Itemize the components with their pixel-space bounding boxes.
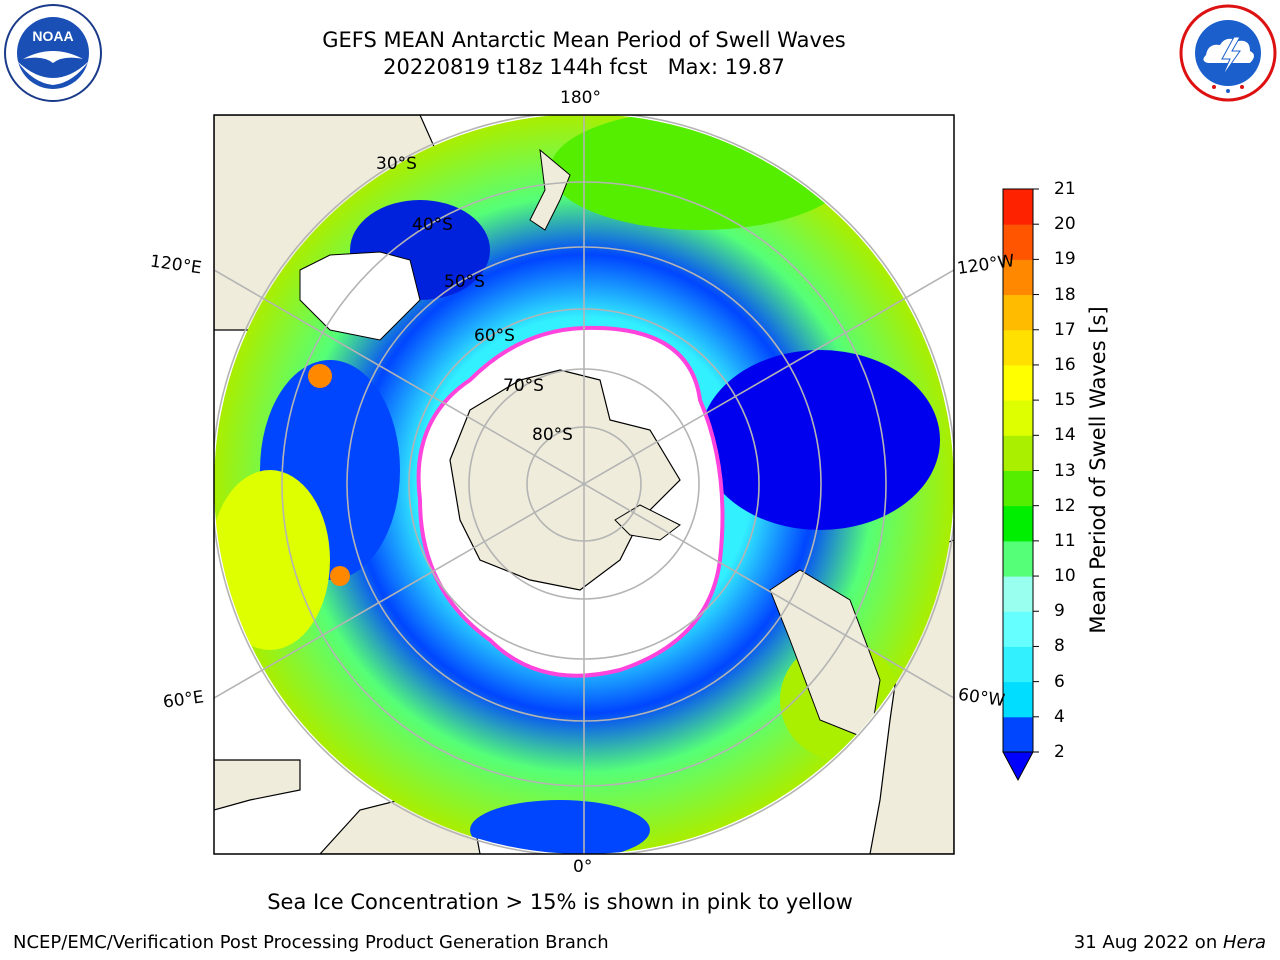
meridian-60e-120w	[214, 269, 954, 699]
colorbar-tick-label: 14	[1054, 425, 1076, 446]
credit-text: NCEP/EMC/Verification Post Processing Pr…	[13, 932, 609, 953]
colorbar-tick-label: 18	[1054, 284, 1076, 305]
colorbar-segment	[1003, 646, 1033, 683]
map-frame	[213, 114, 955, 855]
colorbar-tick-label: 19	[1054, 249, 1076, 270]
noaa-logo-text: NOAA	[32, 28, 73, 44]
colorbar-tick-label: 17	[1054, 319, 1076, 340]
colorbar-tick-label: 6	[1054, 671, 1065, 692]
blue-region	[470, 800, 650, 854]
lat-label-70s: 70°S	[503, 376, 544, 396]
colorbar-tick-label: 13	[1054, 460, 1076, 481]
new-zealand-land	[529, 148, 571, 231]
australia-interior	[299, 251, 421, 341]
colorbar-segment	[1003, 224, 1033, 260]
lat-label-50s: 50°S	[444, 272, 485, 292]
africa-land	[214, 759, 301, 811]
nws-logo	[1179, 4, 1277, 102]
sea-ice-note: Sea Ice Concentration > 15% is shown in …	[267, 890, 853, 914]
colorbar-segment	[1003, 540, 1033, 577]
colorbar-segment	[1003, 681, 1033, 718]
noaa-logo: NOAA	[4, 4, 102, 102]
colorbar-tick-label: 12	[1054, 495, 1076, 516]
colorbar-segment	[1003, 259, 1033, 296]
colorbar-tick-label: 20	[1054, 214, 1076, 235]
orange-spot	[308, 364, 332, 388]
orange-spot	[330, 566, 350, 586]
colorbar-segment	[1003, 189, 1033, 225]
lat-label-40s: 40°S	[412, 215, 453, 235]
colorbar-segment	[1003, 576, 1033, 612]
colorbar-segment	[1003, 611, 1033, 647]
colorbar-segment	[1003, 505, 1033, 542]
colorbar	[1002, 188, 1039, 782]
lon-label-0: 0°	[573, 857, 593, 877]
colorbar-tick-label: 21	[1054, 179, 1076, 199]
colorbar-tick-label: 4	[1054, 706, 1065, 727]
colorbar-tick-label: 16	[1054, 354, 1076, 375]
date-value: 31 Aug 2022 on	[1073, 932, 1223, 953]
colorbar-tick-label: 11	[1054, 530, 1076, 551]
lon-label-180: 180°	[560, 88, 601, 108]
colorbar-segment	[1003, 716, 1033, 753]
colorbar-tick-label: 8	[1054, 636, 1065, 657]
yellow-region	[214, 470, 330, 650]
lat-label-30s: 30°S	[376, 154, 417, 174]
deep-blue-region	[700, 350, 940, 530]
colorbar-segment	[1003, 435, 1033, 471]
colorbar-segment	[1003, 294, 1033, 331]
host-name: Hera	[1222, 932, 1266, 953]
graticule	[214, 115, 954, 854]
colorbar-tick-label: 15	[1054, 390, 1076, 411]
date-text: 31 Aug 2022 on Hera	[1074, 932, 1266, 953]
colorbar-tick-label: 9	[1054, 601, 1065, 622]
colorbar-segment	[1003, 329, 1033, 366]
colorbar-segment	[1003, 364, 1033, 401]
chart-title: GEFS MEAN Antarctic Mean Period of Swell…	[322, 28, 846, 52]
colorbar-segment	[1003, 400, 1033, 436]
colorbar-label: Mean Period of Swell Waves [s]	[1086, 306, 1110, 634]
colorbar-under-arrow	[1002, 751, 1034, 782]
lat-label-60s: 60°S	[474, 326, 515, 346]
colorbar-segment	[1003, 470, 1033, 507]
colorbar-tick-label: 2	[1054, 742, 1065, 762]
south-america-tip	[769, 569, 881, 741]
antarctica-land	[449, 369, 681, 591]
lat-label-80s: 80°S	[532, 425, 573, 445]
chart-subtitle: 20220819 t18z 144h fcst Max: 19.87	[383, 55, 785, 79]
colorbar-tick-label: 10	[1054, 566, 1076, 587]
